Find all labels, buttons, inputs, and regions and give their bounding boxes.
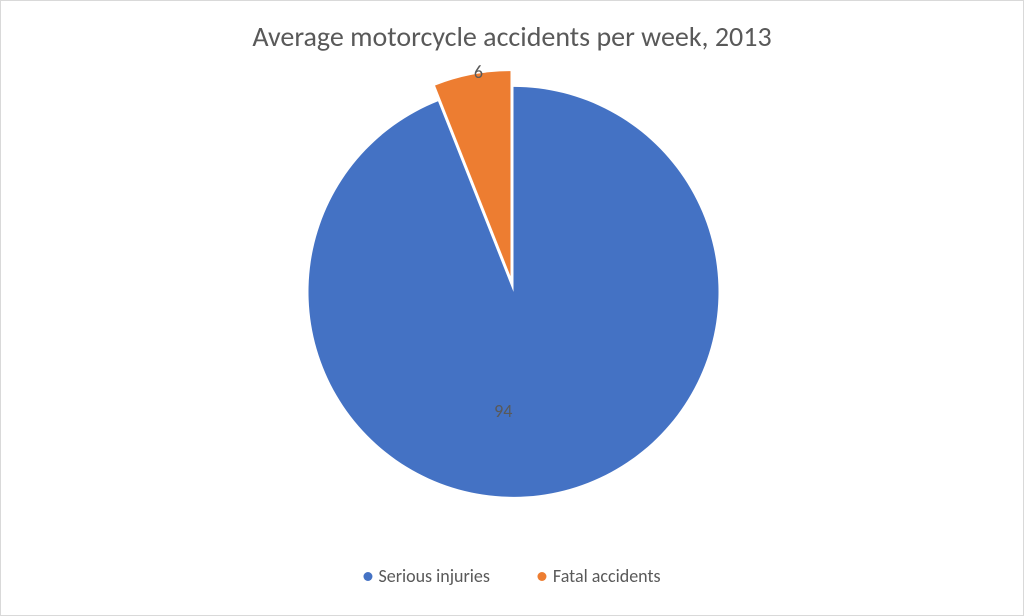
legend-item-1: Fatal accidents xyxy=(538,565,661,587)
pie-label-0: 94 xyxy=(494,400,512,422)
legend-label-1: Fatal accidents xyxy=(553,565,661,587)
pie-chart xyxy=(262,64,762,504)
legend-swatch-0 xyxy=(363,572,372,581)
pie-slice-0 xyxy=(308,87,718,497)
legend-label-0: Serious injuries xyxy=(378,565,489,587)
legend: Serious injuries Fatal accidents xyxy=(363,565,660,587)
chart-container: Average motorcycle accidents per week, 2… xyxy=(0,0,1024,616)
pie-label-1: 6 xyxy=(474,61,483,83)
legend-swatch-1 xyxy=(538,572,547,581)
legend-item-0: Serious injuries xyxy=(363,565,489,587)
chart-title: Average motorcycle accidents per week, 2… xyxy=(1,19,1023,54)
pie-area: 94 6 xyxy=(1,64,1023,504)
